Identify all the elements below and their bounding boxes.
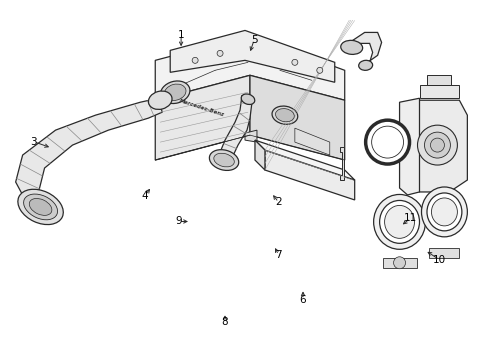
Ellipse shape: [23, 194, 58, 220]
Ellipse shape: [148, 91, 172, 109]
Polygon shape: [170, 31, 334, 82]
Circle shape: [316, 67, 322, 73]
Circle shape: [417, 125, 456, 165]
Polygon shape: [419, 85, 458, 98]
Polygon shape: [427, 75, 450, 85]
Text: Mercedes-Benz: Mercedes-Benz: [179, 99, 225, 118]
Ellipse shape: [271, 106, 297, 124]
Ellipse shape: [213, 153, 234, 167]
Circle shape: [192, 57, 198, 63]
Ellipse shape: [160, 81, 189, 104]
Ellipse shape: [275, 109, 294, 122]
Text: 1: 1: [178, 30, 184, 40]
Text: 8: 8: [221, 317, 228, 327]
Polygon shape: [349, 32, 381, 68]
Ellipse shape: [379, 201, 419, 243]
Ellipse shape: [164, 84, 185, 100]
Polygon shape: [382, 258, 416, 268]
Text: 6: 6: [299, 294, 305, 305]
Circle shape: [217, 50, 223, 57]
Ellipse shape: [426, 193, 461, 231]
Polygon shape: [399, 98, 419, 195]
Ellipse shape: [29, 198, 52, 215]
Polygon shape: [254, 140, 264, 170]
Polygon shape: [264, 150, 354, 200]
Circle shape: [365, 120, 408, 164]
Ellipse shape: [384, 206, 414, 238]
Ellipse shape: [358, 60, 372, 70]
Ellipse shape: [209, 150, 238, 170]
Polygon shape: [254, 140, 354, 180]
Ellipse shape: [18, 189, 63, 225]
Polygon shape: [249, 75, 344, 160]
Polygon shape: [428, 248, 458, 258]
Polygon shape: [218, 95, 251, 162]
Ellipse shape: [373, 194, 425, 249]
Circle shape: [424, 132, 449, 158]
Circle shape: [393, 257, 405, 269]
Text: 10: 10: [432, 255, 445, 265]
Text: 5: 5: [250, 35, 257, 45]
Polygon shape: [244, 130, 256, 142]
Polygon shape: [294, 128, 329, 155]
Ellipse shape: [430, 198, 456, 226]
Text: 2: 2: [275, 197, 282, 207]
Polygon shape: [16, 98, 162, 220]
Text: 11: 11: [403, 213, 416, 223]
Text: 4: 4: [141, 191, 147, 201]
Circle shape: [291, 59, 297, 65]
Text: 9: 9: [175, 216, 182, 226]
Polygon shape: [339, 147, 343, 180]
Polygon shape: [155, 75, 249, 160]
Text: 3: 3: [30, 137, 37, 147]
Circle shape: [371, 126, 403, 158]
Polygon shape: [155, 35, 344, 100]
Ellipse shape: [241, 94, 254, 104]
Text: 7: 7: [275, 250, 282, 260]
Ellipse shape: [340, 40, 362, 54]
Polygon shape: [407, 100, 467, 192]
Ellipse shape: [421, 187, 467, 237]
Circle shape: [429, 138, 444, 152]
